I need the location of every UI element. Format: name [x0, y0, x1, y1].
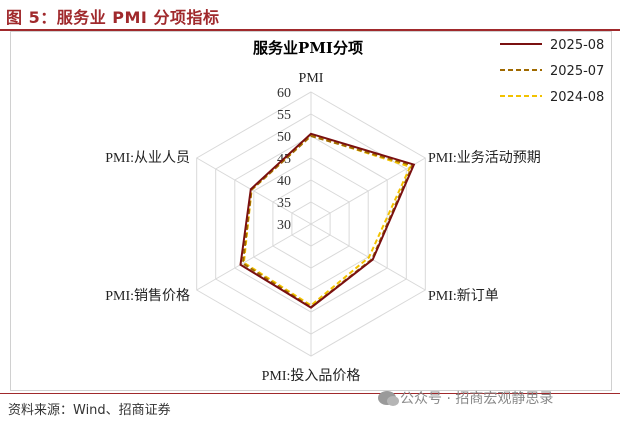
axis-labels: PMI PMI:业务活动预期 PMI:新订单 PMI:投入品价格 PMI:销售价格 PMI… — [105, 71, 541, 384]
spoke-4 — [196, 223, 312, 291]
axis-label-0: PMI — [299, 71, 324, 86]
tick-label-40: 40 — [277, 174, 291, 189]
tick-label-50: 50 — [277, 130, 291, 145]
axis-label-2: PMI:新订单 — [428, 288, 499, 304]
axis-label-5: PMI:从业人员 — [105, 150, 190, 166]
spoke-5 — [196, 157, 312, 225]
legend-label-2025-08: 2025-08 — [550, 38, 604, 53]
figure-title: 图 5：服务业 PMI 分项指标 — [6, 8, 220, 27]
legend-label-2024-08: 2024-08 — [550, 90, 604, 105]
radar-series — [239, 132, 416, 309]
tick-label-60: 60 — [277, 86, 291, 101]
chart-frame — [10, 31, 612, 391]
chart-title: 服务业PMI分项 — [253, 39, 363, 57]
watermark: 公众号 · 招商宏观静思录 — [378, 388, 553, 408]
series-2025-08 — [239, 132, 416, 309]
axis-label-3: PMI:投入品价格 — [262, 368, 361, 384]
wechat-icon — [378, 391, 399, 406]
tick-label-30: 30 — [277, 218, 291, 233]
axis-label-4: PMI:销售价格 — [105, 288, 190, 304]
footer-rule — [0, 393, 620, 394]
watermark-text: 公众号 · 招商宏观静思录 — [400, 391, 554, 407]
series-2024-08 — [242, 133, 412, 307]
radar-grid — [196, 91, 426, 357]
legend: 2025-08 2025-07 2024-08 — [500, 38, 604, 105]
tick-label-35: 35 — [277, 196, 291, 211]
spoke-1 — [310, 157, 426, 225]
source-note: 资料来源：Wind、招商证券 — [8, 403, 171, 418]
tick-label-55: 55 — [277, 108, 291, 123]
title-rule — [0, 29, 620, 31]
legend-label-2025-07: 2025-07 — [550, 64, 604, 79]
axis-label-1: PMI:业务活动预期 — [428, 150, 541, 166]
